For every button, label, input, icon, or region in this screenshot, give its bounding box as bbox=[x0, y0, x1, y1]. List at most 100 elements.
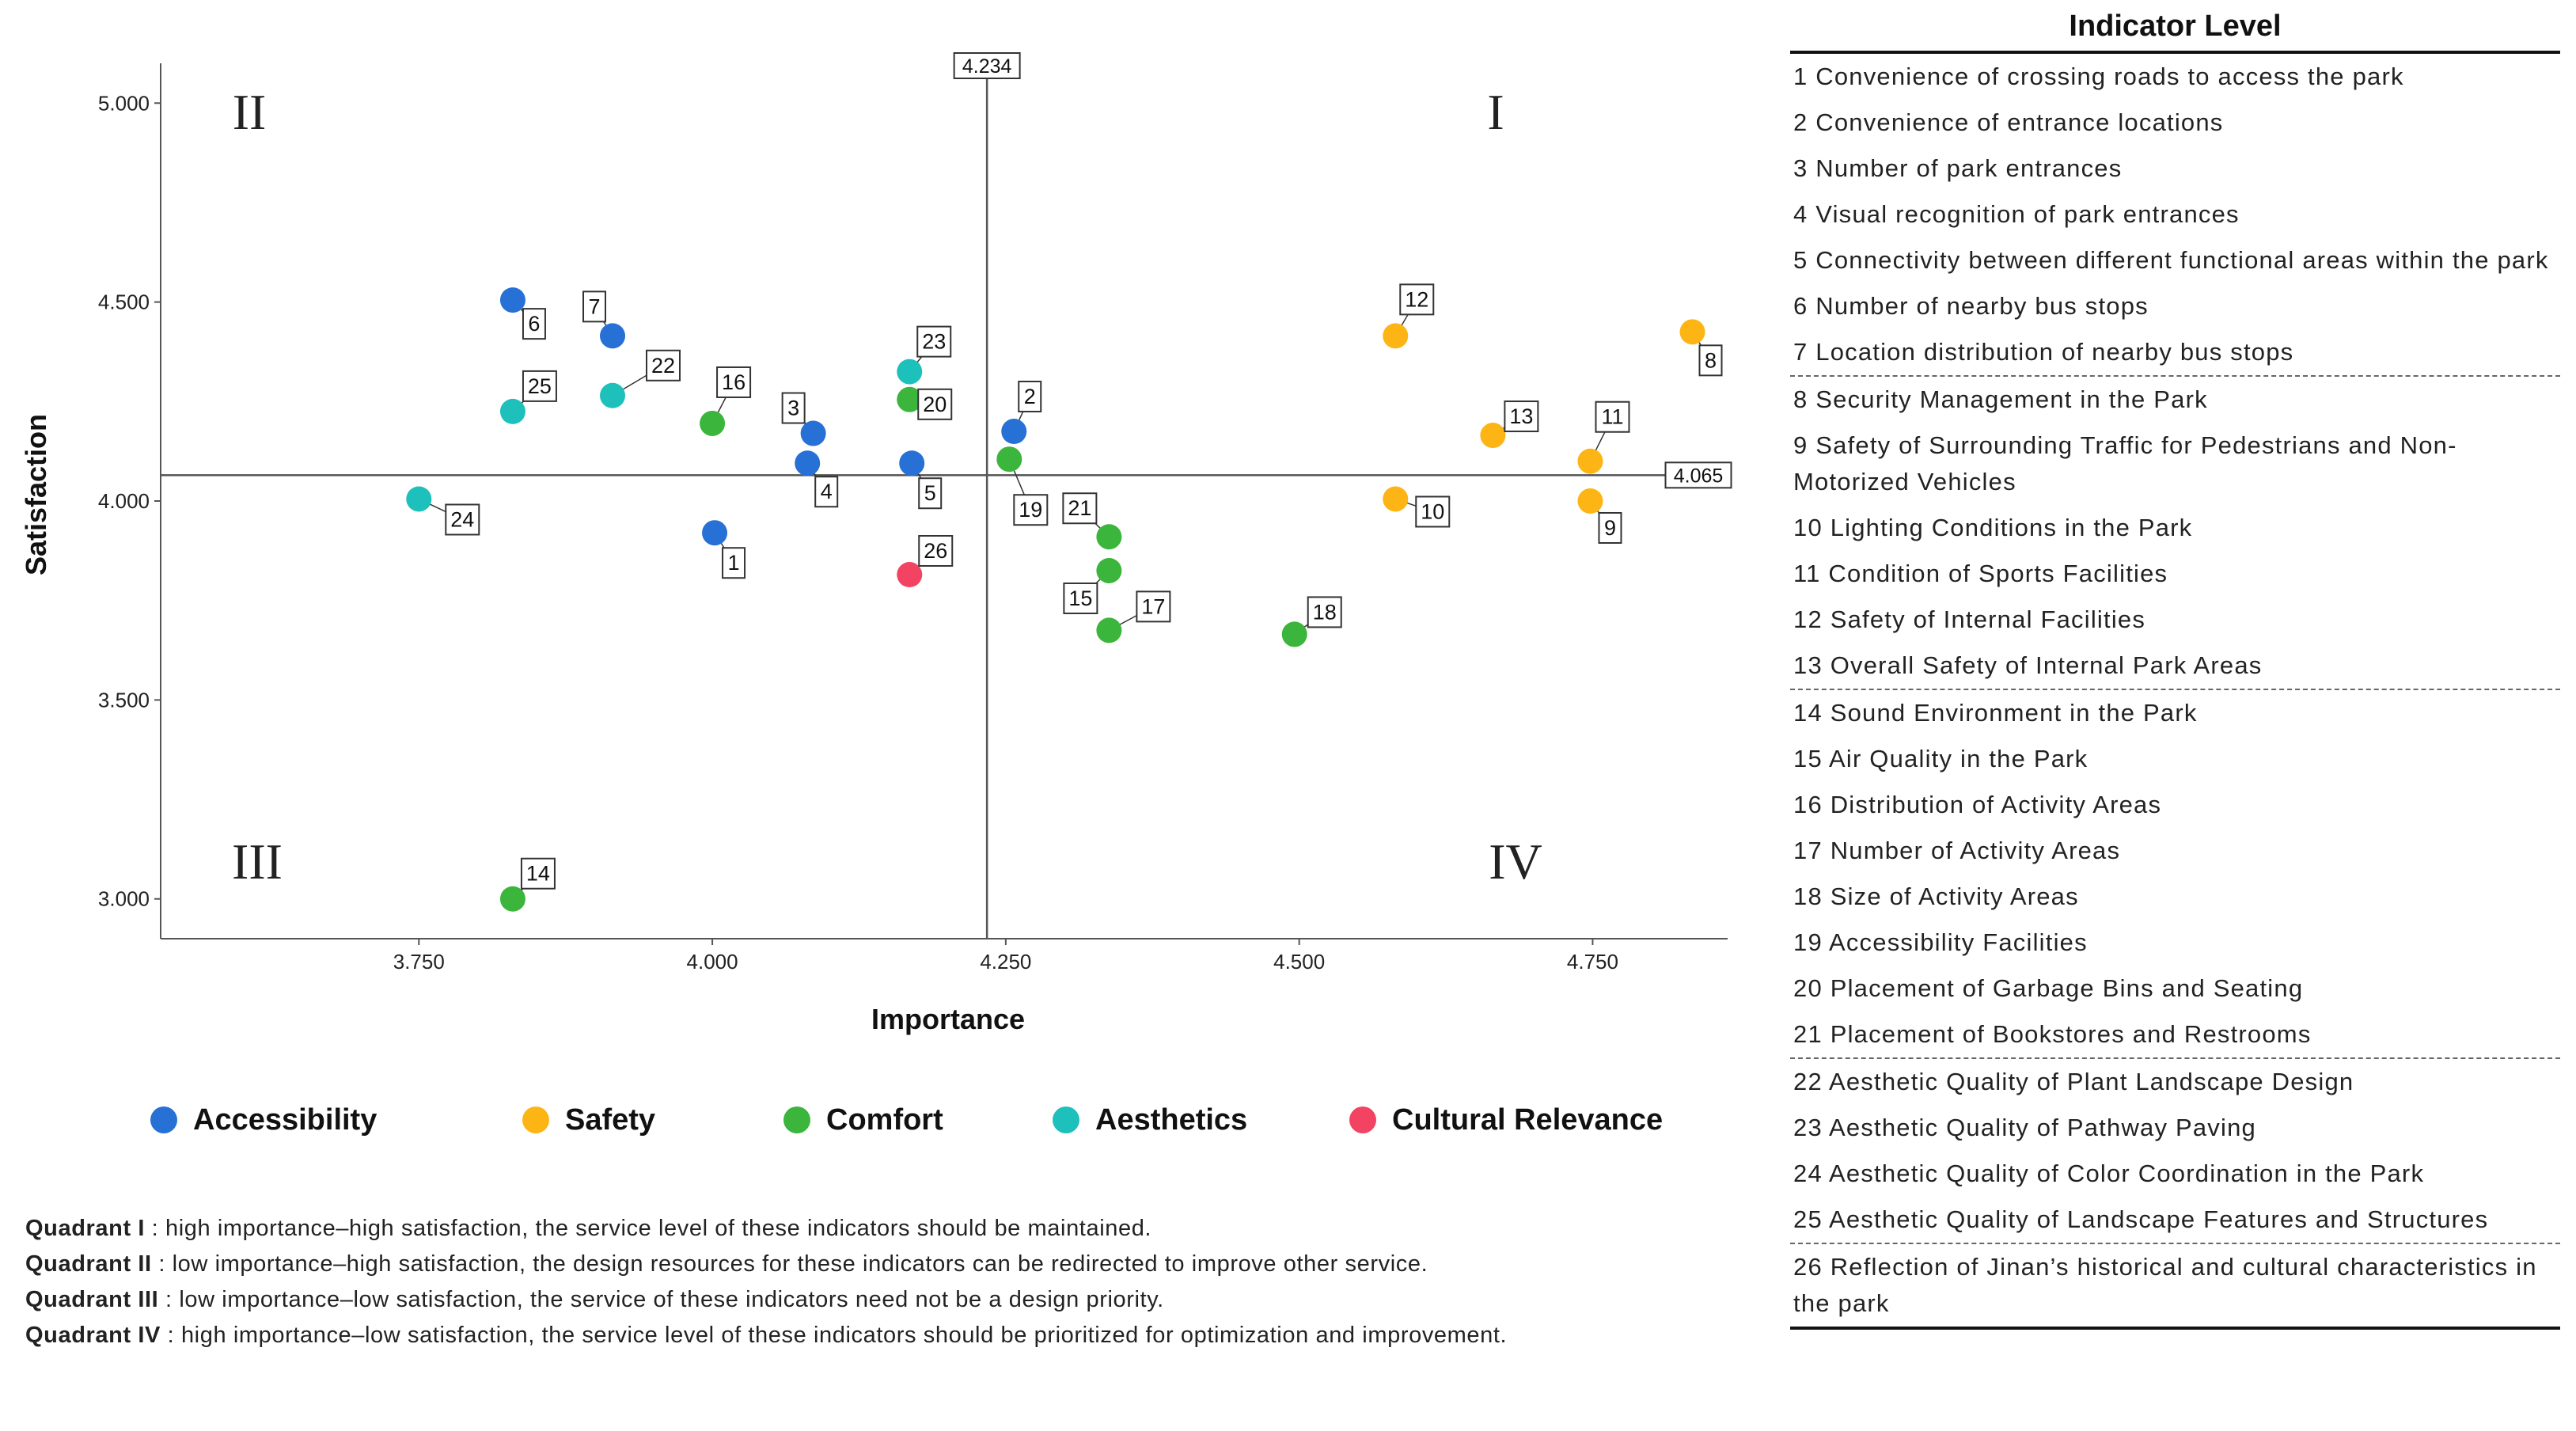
y-axis-title: Satisfaction bbox=[20, 414, 52, 575]
point-label-box bbox=[918, 477, 943, 510]
data-point-13 bbox=[1480, 423, 1506, 449]
point-label-box bbox=[1415, 495, 1451, 528]
data-point-24 bbox=[406, 486, 432, 512]
point-label-box bbox=[445, 503, 480, 536]
data-point-15 bbox=[1096, 557, 1122, 583]
indicator-row: 14 Sound Environment in the Park bbox=[1793, 699, 2198, 727]
axes: 3.750 4.000 4.250 4.500 4.750 3.000 3.500 4.000… bbox=[98, 63, 1728, 974]
indicator-row: 1 Convenience of crossing roads to acces… bbox=[1793, 63, 2404, 90]
legend-marker bbox=[1053, 1106, 1079, 1133]
y-tick-label: 4.000 bbox=[98, 489, 150, 513]
reference-lines: 4.234 4.065 bbox=[161, 52, 1732, 939]
data-point-23 bbox=[897, 359, 923, 385]
quadrant-note-title: Quadrant IV bbox=[25, 1323, 161, 1348]
point-label-11: 11 bbox=[1601, 405, 1623, 429]
point-label-box bbox=[917, 388, 953, 420]
indicator-row: 13 Overall Safety of Internal Park Areas bbox=[1790, 643, 2560, 690]
data-point-18 bbox=[1281, 621, 1307, 647]
point-label-box bbox=[916, 325, 952, 358]
quadrant-note-title: Quadrant I bbox=[25, 1216, 146, 1241]
quadrant-note: Quadrant IV : high importance–low satisf… bbox=[25, 1318, 1727, 1353]
indicator-row: 26 Reflection of Jinan’s historical and … bbox=[1790, 1244, 2560, 1330]
point-label-box bbox=[522, 308, 546, 340]
indicator-row: 4 Visual recognition of park entrances bbox=[1793, 200, 2240, 228]
point-label-box bbox=[582, 290, 607, 323]
indicator-row: 5 Connectivity between different functio… bbox=[1793, 246, 2549, 274]
point-label-13: 13 bbox=[1509, 404, 1533, 428]
indicator-row: 3 Number of park entrances bbox=[1793, 154, 2123, 182]
point-label-16: 16 bbox=[722, 370, 745, 394]
point-label-21: 21 bbox=[1068, 496, 1091, 520]
indicator-row: 20 Placement of Garbage Bins and Seating bbox=[1793, 974, 2304, 1002]
legend-item: Accessibility bbox=[150, 1100, 377, 1140]
quadrant-label-I: I bbox=[1487, 84, 1504, 140]
indicator-row: 25 Aesthetic Quality of Landscape Featur… bbox=[1790, 1197, 2560, 1244]
indicator-row: 19 Accessibility Facilities bbox=[1793, 928, 2088, 956]
point-label-box bbox=[1307, 596, 1342, 628]
data-point-9 bbox=[1577, 488, 1603, 514]
point-label-box bbox=[520, 857, 556, 890]
point-label-1: 1 bbox=[728, 551, 740, 575]
indicator-row: 17 Number of Activity Areas bbox=[1793, 837, 2121, 864]
point-label-box bbox=[1136, 590, 1171, 623]
x-reference-label-box bbox=[953, 52, 1021, 79]
point-label-box bbox=[522, 370, 557, 402]
quadrant-note-title: Quadrant III bbox=[25, 1287, 159, 1312]
x-tick-label: 4.000 bbox=[687, 950, 738, 974]
point-label-box bbox=[918, 535, 954, 567]
table-rows: 1 Convenience of crossing roads to acces… bbox=[1790, 54, 2560, 1330]
legend: Accessibility Safety Comfort Aesthetics Cult… bbox=[150, 1100, 1694, 1140]
legend-item: Cultural Relevance bbox=[1349, 1100, 1663, 1140]
point-label-3: 3 bbox=[787, 397, 799, 420]
quadrant-label-III: III bbox=[232, 833, 283, 890]
data-point-3 bbox=[800, 420, 826, 446]
point-label-14: 14 bbox=[526, 862, 550, 886]
point-label-box bbox=[814, 476, 839, 508]
table-title: Indicator Level bbox=[1790, 0, 2560, 54]
point-label-24: 24 bbox=[450, 507, 474, 531]
point-label-18: 18 bbox=[1313, 600, 1337, 624]
point-label-22: 22 bbox=[651, 354, 675, 378]
y-tick-label: 3.500 bbox=[98, 688, 150, 712]
x-reference-label: 4.234 bbox=[962, 55, 1012, 78]
point-label-box bbox=[781, 392, 806, 424]
point-label-25: 25 bbox=[528, 374, 552, 398]
data-points bbox=[406, 287, 1705, 912]
data-point-7 bbox=[600, 323, 626, 349]
indicator-row: 16 Distribution of Activity Areas bbox=[1793, 791, 2162, 818]
quadrant-note-text: : high importance–low satisfaction, the … bbox=[160, 1323, 1508, 1348]
point-label-9: 9 bbox=[1604, 516, 1616, 540]
data-point-8 bbox=[1679, 319, 1705, 345]
data-point-16 bbox=[700, 410, 726, 436]
legend-label: Aesthetics bbox=[1095, 1103, 1248, 1137]
data-point-21 bbox=[1096, 524, 1122, 550]
data-point-22 bbox=[600, 382, 626, 408]
data-point-20 bbox=[897, 386, 923, 412]
indicator-row: 10 Lighting Conditions in the Park bbox=[1793, 514, 2193, 541]
quadrant-notes: Quadrant I : high importance–high satisf… bbox=[25, 1211, 1727, 1353]
point-label-5: 5 bbox=[924, 481, 936, 505]
y-tick-label: 3.000 bbox=[98, 887, 150, 911]
point-label-box bbox=[1399, 283, 1435, 316]
indicator-table: Indicator Level 1 Convenience of crossin… bbox=[1790, 0, 2560, 1330]
point-label-4: 4 bbox=[821, 480, 833, 503]
point-label-17: 17 bbox=[1141, 594, 1165, 618]
data-point-6 bbox=[499, 287, 525, 313]
legend-marker bbox=[150, 1106, 177, 1133]
data-point-12 bbox=[1383, 323, 1409, 349]
quadrant-label-IV: IV bbox=[1489, 833, 1542, 890]
indicator-row: 18 Size of Activity Areas bbox=[1793, 883, 2079, 910]
indicator-row: 15 Air Quality in the Park bbox=[1793, 745, 2088, 772]
point-label-6: 6 bbox=[528, 312, 540, 336]
data-point-11 bbox=[1577, 448, 1603, 474]
point-label-box bbox=[1595, 400, 1630, 433]
data-point-25 bbox=[499, 398, 525, 424]
x-tick-label: 4.500 bbox=[1273, 950, 1325, 974]
indicator-row: 23 Aesthetic Quality of Pathway Paving bbox=[1793, 1114, 2256, 1141]
data-point-19 bbox=[996, 446, 1022, 473]
indicator-row: 8 Security Management in the Park bbox=[1793, 385, 2208, 413]
indicator-row: 12 Safety of Internal Facilities bbox=[1793, 605, 2146, 633]
point-label-20: 20 bbox=[923, 393, 947, 416]
quadrant-note-text: : low importance–low satisfaction, the s… bbox=[158, 1287, 1164, 1312]
